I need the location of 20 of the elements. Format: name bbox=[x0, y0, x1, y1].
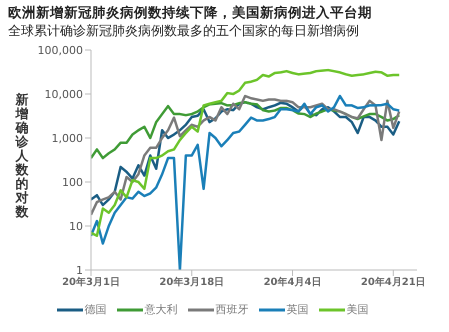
x-tick-label: 20年4月21日 bbox=[360, 276, 426, 288]
legend-label: 西班牙 bbox=[216, 302, 248, 317]
y-tick-label: 1,000 bbox=[52, 132, 83, 145]
text: 新增确诊人数的对数 bbox=[16, 93, 28, 220]
y-tick-label: 10 bbox=[69, 220, 83, 233]
legend-label: 德国 bbox=[84, 302, 106, 317]
chart-subtitle: 全球累计确诊新冠肺炎病例数最多的五个国家的每日新增病例 bbox=[8, 23, 360, 41]
line-series bbox=[91, 94, 400, 270]
legend-label: 美国 bbox=[346, 302, 368, 317]
y-tick-label: 100,000 bbox=[38, 44, 83, 57]
y-tick-label: 1 bbox=[76, 264, 83, 277]
legend-label: 英国 bbox=[286, 302, 308, 317]
y-tick-label: 10,000 bbox=[44, 88, 83, 101]
chart-title: 欧洲新增新冠肺炎病例数持续下降，美国新病例进入平台期 bbox=[8, 4, 373, 22]
x-tick-label: 20年4月4日 bbox=[264, 276, 322, 288]
line-series bbox=[91, 68, 400, 238]
x-tick-label: 20年3月1日 bbox=[62, 276, 120, 288]
legend-label: 意大利 bbox=[144, 302, 178, 317]
y-tick-label: 100 bbox=[62, 176, 83, 189]
x-tick-label: 20年3月18日 bbox=[159, 276, 224, 288]
